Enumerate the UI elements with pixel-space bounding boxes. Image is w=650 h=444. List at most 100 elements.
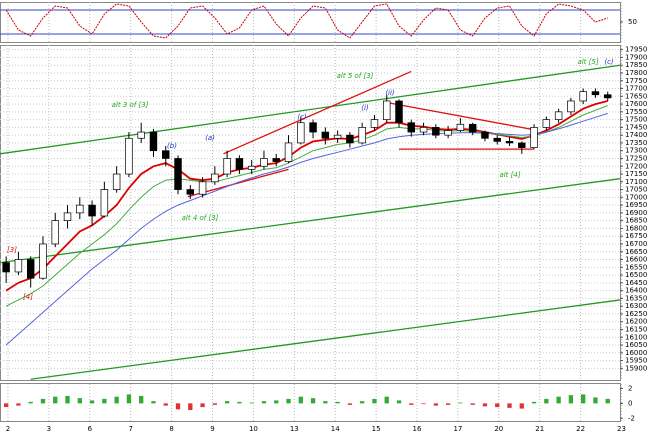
histogram-bar: [114, 396, 119, 404]
candle-body: [591, 91, 600, 96]
x-tick-label: 17: [453, 425, 462, 433]
annotation: alt [5]: [577, 58, 598, 66]
histogram-bar: [3, 403, 9, 408]
histogram-bar: [65, 395, 70, 404]
histogram-bar: [237, 401, 242, 404]
candle-body: [444, 130, 452, 136]
candle-body: [162, 150, 170, 159]
y-tick-label: 16550: [625, 263, 647, 271]
y-tick-label: 17950: [625, 46, 647, 54]
histogram-bar: [360, 401, 365, 404]
macd-frame: [0, 383, 621, 422]
trendline: [30, 299, 621, 380]
y-tick-label: 16650: [625, 248, 647, 256]
y-tick-label: 15950: [625, 357, 647, 365]
y-tick-label: 16000: [625, 349, 647, 357]
candle-body: [39, 243, 47, 279]
x-tick-label: 16: [413, 425, 422, 433]
histogram-bar: [445, 403, 451, 405]
histogram-bar: [531, 401, 537, 404]
x-tick-label: 13: [290, 425, 299, 433]
histogram-bar: [249, 402, 254, 404]
y-tick-label: 17500: [625, 116, 647, 124]
histogram-bar: [470, 403, 475, 405]
histogram-bar: [458, 402, 463, 404]
x-tick-label: 6: [88, 425, 93, 433]
annotation: (c): [604, 58, 614, 66]
trendline: [386, 101, 535, 131]
y-tick-label: 16450: [625, 279, 647, 287]
candle-body: [468, 123, 477, 133]
histogram-bar: [482, 403, 488, 407]
y-tick-label: 50: [628, 18, 637, 26]
candle-body: [395, 100, 403, 124]
candle-body: [567, 100, 575, 113]
y-tick-label: 17650: [625, 92, 647, 100]
y-tick-label: 16100: [625, 333, 647, 341]
candle-body: [518, 142, 526, 148]
y-tick-label: 17600: [625, 100, 647, 108]
trendline: [223, 70, 412, 155]
histogram-bar: [77, 398, 82, 404]
annotation: [3]: [7, 246, 17, 254]
annotation: alt 4 of [3]: [182, 214, 219, 222]
histogram-bar: [347, 403, 353, 405]
candle-body: [358, 127, 366, 144]
histogram-bar: [102, 398, 107, 404]
candle-body: [370, 119, 379, 128]
x-tick-label: 22: [576, 425, 585, 433]
candle-body: [284, 142, 293, 162]
candle-body: [321, 131, 330, 139]
candle-body: [223, 158, 231, 175]
x-tick-label: 23: [617, 425, 626, 433]
candle-body: [2, 262, 10, 273]
histogram-bar: [212, 403, 217, 405]
y-tick-label: 16200: [625, 318, 647, 326]
candle-body: [333, 134, 342, 139]
y-tick-label: 16750: [625, 232, 647, 240]
y-tick-label: 16600: [625, 256, 647, 264]
y-tick-label: 0: [628, 399, 632, 407]
moving-average: [5, 105, 608, 307]
candle-body: [554, 111, 563, 120]
histogram-bar: [310, 398, 316, 404]
candle-body: [76, 204, 84, 214]
histogram-bar: [274, 400, 279, 404]
histogram-bar: [433, 403, 438, 406]
y-tick-label: 16950: [625, 201, 647, 209]
y-tick-label: 17700: [625, 85, 647, 93]
y-tick-label: 17200: [625, 162, 647, 170]
x-tick-label: 14: [331, 425, 340, 433]
y-tick-label: 17450: [625, 123, 647, 131]
candle-body: [260, 158, 268, 167]
histogram-bar: [16, 403, 21, 406]
candle-body: [419, 127, 428, 133]
candle-body: [14, 259, 23, 273]
histogram-bar: [544, 398, 549, 404]
histogram-bar: [409, 403, 414, 405]
histogram-bar: [335, 401, 340, 404]
histogram-bar: [53, 396, 58, 404]
y-tick-label: 17900: [625, 53, 647, 61]
candle-body: [407, 122, 416, 133]
candle-body: [51, 220, 59, 245]
candle-body: [309, 122, 317, 133]
histogram-bar: [396, 400, 402, 404]
annotation: alt 3 of [3]: [112, 101, 149, 109]
y-tick-label: 17150: [625, 170, 647, 178]
moving-average: [5, 112, 608, 346]
candle-body: [112, 173, 121, 190]
y-tick-label: 16050: [625, 341, 647, 349]
x-tick-label: 21: [535, 425, 544, 433]
y-tick-label: 16400: [625, 287, 647, 295]
candle-body: [505, 141, 514, 144]
y-tick-label: 16300: [625, 302, 647, 310]
histogram-bar: [200, 403, 205, 408]
candle-body: [456, 123, 465, 131]
candle-body: [211, 173, 219, 183]
y-tick-label: 17350: [625, 139, 647, 147]
y-tick-label: 17100: [625, 178, 647, 186]
candle-body: [481, 131, 489, 139]
